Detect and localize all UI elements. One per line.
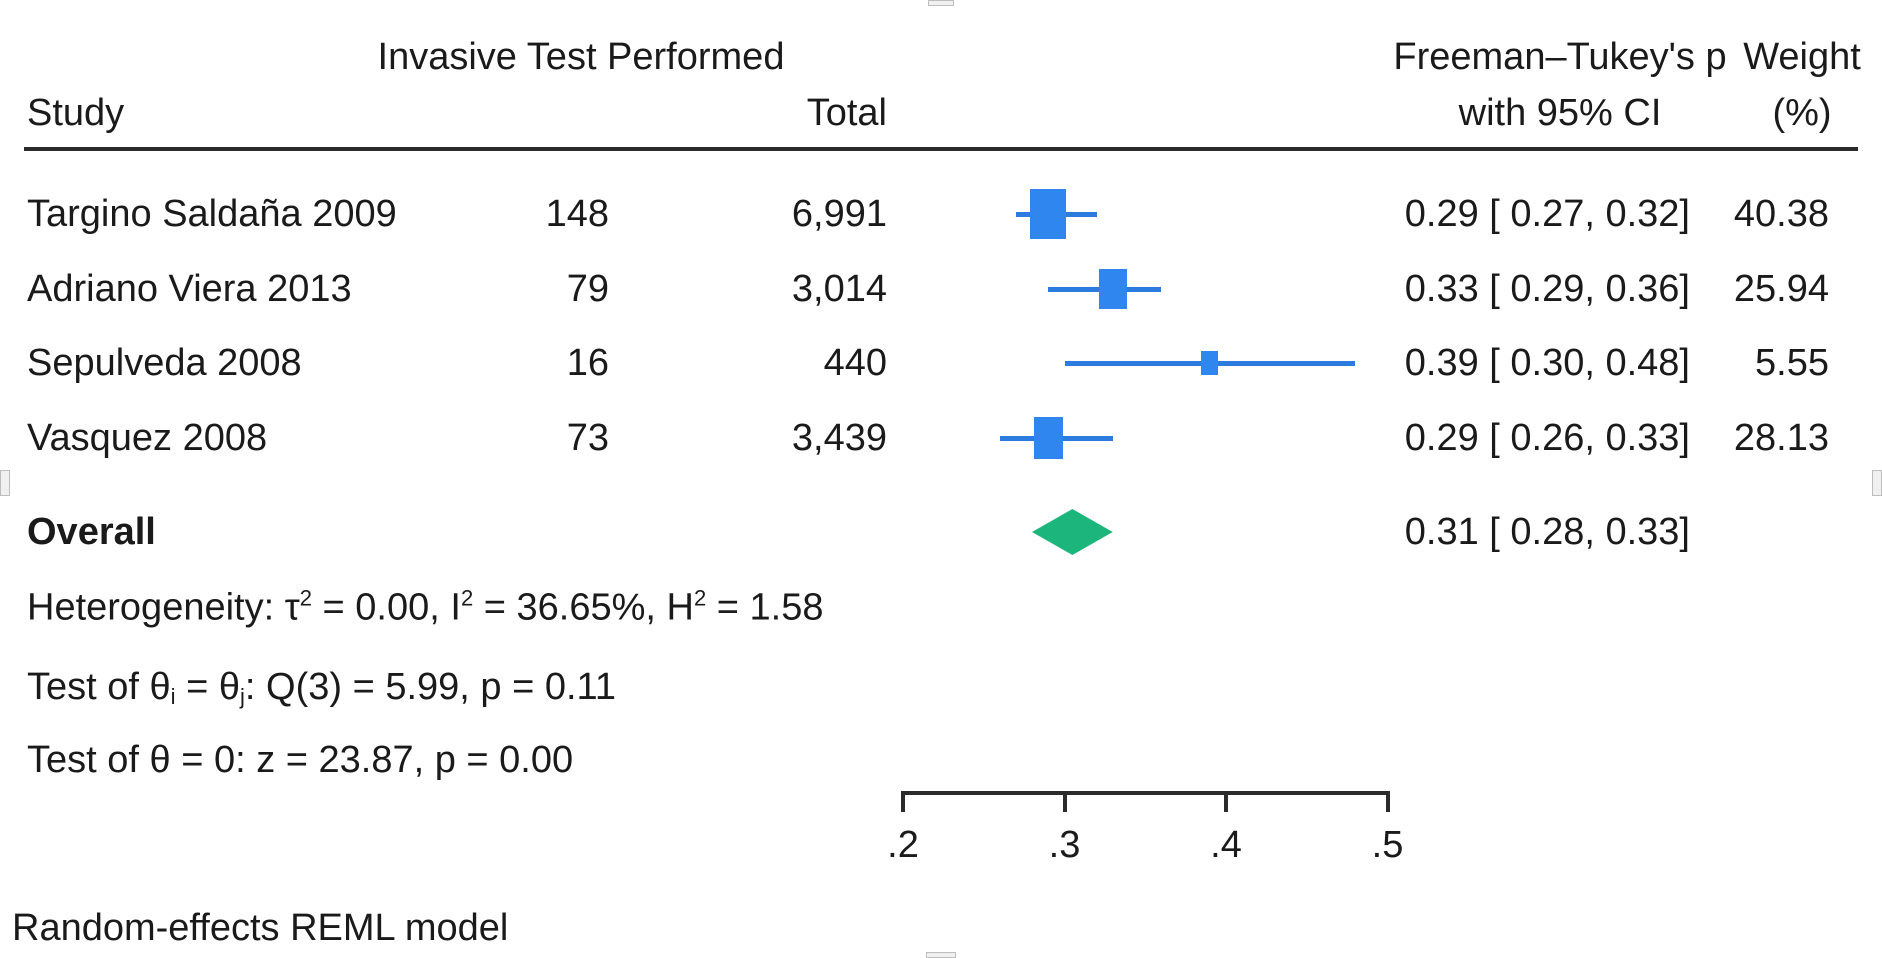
bottom-edge-artifact	[926, 952, 956, 958]
study-label: Vasquez 2008	[27, 417, 268, 459]
weight-value: 5.55	[1755, 342, 1829, 384]
study-column-header: Study	[27, 92, 125, 134]
weight-column-header-line2: (%)	[1772, 92, 1832, 134]
i-squared-sup: 2	[460, 585, 474, 611]
study-label: Sepulveda 2008	[27, 342, 302, 384]
weight-column-header-line1: Weight	[1743, 36, 1861, 78]
effect-square	[1201, 351, 1219, 375]
weight-value: 25.94	[1733, 268, 1829, 310]
total-value: 3,014	[791, 268, 887, 310]
events-value: 148	[545, 193, 609, 235]
effect-square	[1033, 417, 1064, 459]
total-value: 3,439	[791, 417, 887, 459]
group-column-title: Invasive Test Performed	[377, 36, 785, 78]
ci-value: 0.29 [ 0.27, 0.32]	[1404, 193, 1690, 235]
axis-line	[901, 791, 1390, 795]
study-label: Targino Saldaña 2009	[27, 193, 397, 235]
overall-diamond	[1032, 509, 1113, 555]
study-label: Adriano Viera 2013	[27, 268, 352, 310]
weight-value: 40.38	[1733, 193, 1829, 235]
ci-value: 0.33 [ 0.29, 0.36]	[1404, 268, 1690, 310]
total-value: 6,991	[791, 193, 887, 235]
axis-tick-label: .5	[1371, 824, 1404, 866]
axis-tick	[1385, 791, 1390, 812]
ci-value: 0.39 [ 0.30, 0.48]	[1404, 342, 1690, 384]
effect-square	[1030, 188, 1067, 240]
tau-squared-sup: 2	[299, 585, 312, 611]
overall-label: Overall	[27, 511, 156, 553]
overall-ci-value: 0.31 [ 0.28, 0.33]	[1404, 511, 1690, 553]
axis-tick	[901, 791, 905, 812]
events-value: 16	[566, 342, 609, 384]
model-note: Random-effects REML model	[12, 907, 509, 949]
total-column-header: Total	[806, 92, 887, 134]
test-theta-ij-line: Test of θi = θj: Q(3) = 5.99, p = 0.11	[27, 666, 616, 709]
top-edge-artifact	[928, 0, 954, 6]
weight-value: 28.13	[1733, 417, 1829, 459]
axis-tick-label: .3	[1048, 824, 1081, 866]
header-rule	[24, 147, 1858, 151]
theta-i-sub: i	[170, 683, 176, 709]
axis-tick-label: .4	[1210, 824, 1242, 866]
axis-tick	[1224, 791, 1228, 812]
heterogeneity-line: Heterogeneity: τ2 = 0.00, I2 = 36.65%, H…	[27, 585, 824, 629]
left-edge-artifact	[0, 470, 10, 496]
total-value: 440	[823, 342, 887, 384]
effect-square	[1098, 269, 1128, 309]
effect-column-header-line1: Freeman–Tukey's p	[1393, 36, 1727, 78]
events-value: 79	[566, 268, 609, 310]
effect-column-header-line2: with 95% CI	[1458, 92, 1662, 134]
ci-value: 0.29 [ 0.26, 0.33]	[1404, 417, 1690, 459]
h-squared-sup: 2	[693, 585, 707, 611]
theta-j-sub: j	[240, 683, 245, 709]
right-edge-artifact	[1872, 470, 1882, 496]
axis-tick	[1062, 791, 1067, 812]
axis-tick-label: .2	[887, 824, 919, 866]
events-value: 73	[566, 417, 609, 459]
test-theta-zero-line: Test of θ = 0: z = 23.87, p = 0.00	[27, 739, 574, 781]
